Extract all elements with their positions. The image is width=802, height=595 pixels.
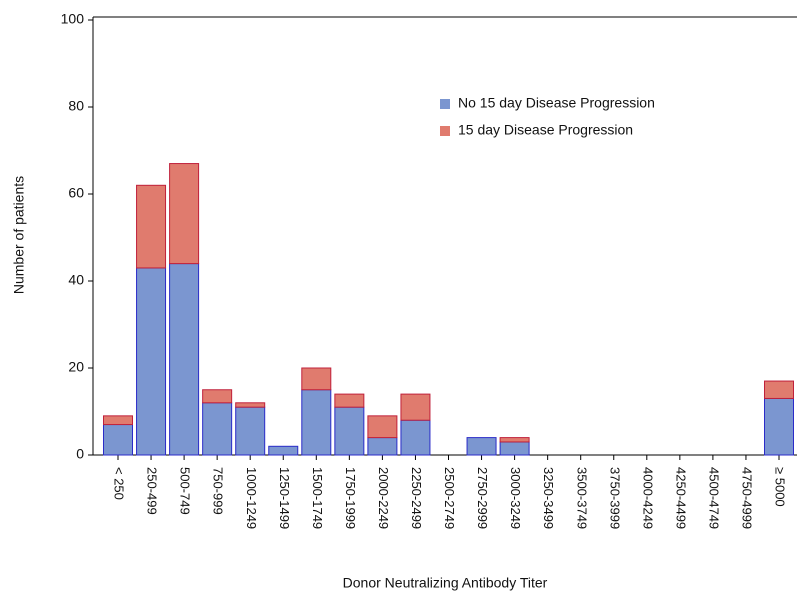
x-tick-label: 1500-1749 <box>310 467 325 529</box>
bar-segment <box>400 393 431 421</box>
bar-segment <box>202 389 233 404</box>
y-axis-title: Number of patients <box>11 176 27 294</box>
bar-segment <box>136 267 167 456</box>
x-tick-label: 750-999 <box>211 467 226 515</box>
bar-segment <box>169 163 200 265</box>
y-tick-label: 0 <box>76 446 84 462</box>
bar-segment <box>499 437 530 443</box>
bar-segment <box>202 402 233 456</box>
y-tick-label: 60 <box>68 185 84 201</box>
bar-segment <box>268 445 299 456</box>
x-tick-label: 2000-2249 <box>376 467 391 529</box>
x-tick-label: 250-499 <box>145 467 160 515</box>
bar-segment <box>136 184 167 269</box>
bar-segment <box>301 367 332 391</box>
x-tick-label: 1750-1999 <box>343 467 358 529</box>
x-tick-label: < 250 <box>112 467 127 500</box>
x-tick-label: 3500-3749 <box>574 467 589 529</box>
bar-segment <box>334 406 365 456</box>
x-tick-label: 4000-4249 <box>640 467 655 529</box>
x-tick-label: 4500-4749 <box>706 467 721 529</box>
x-tick-label: 4250-4499 <box>673 467 688 529</box>
x-tick-label: 1250-1499 <box>277 467 292 529</box>
x-tick-label: 3000-3249 <box>508 467 523 529</box>
y-tick-label: 100 <box>61 11 85 27</box>
x-tick-label: 1000-1249 <box>244 467 259 529</box>
y-tick-label: 40 <box>68 272 84 288</box>
x-tick-label: 4750-4999 <box>740 467 755 529</box>
bar-segment <box>103 424 133 456</box>
bar-segment <box>367 415 398 439</box>
x-tick-label: 2250-2499 <box>409 467 424 529</box>
bar-segment <box>400 419 431 456</box>
legend-swatch <box>440 126 450 136</box>
legend-label: 15 day Disease Progression <box>458 122 633 138</box>
legend-label: No 15 day Disease Progression <box>458 95 655 111</box>
bar-segment <box>764 397 794 456</box>
bar-segment <box>301 389 332 456</box>
x-tick-label: 500-749 <box>178 467 193 515</box>
legend-swatch <box>440 99 450 109</box>
x-tick-label: 2500-2749 <box>442 467 457 529</box>
bar-segment <box>235 406 266 456</box>
bar-segment <box>334 393 365 408</box>
bar-segment <box>103 415 133 426</box>
y-tick-label: 80 <box>68 98 84 114</box>
bar-segment <box>235 402 266 408</box>
bar-segment <box>764 380 794 399</box>
y-tick-label: 20 <box>68 359 84 375</box>
x-tick-label: 3250-3499 <box>541 467 556 529</box>
bar-segment <box>169 263 200 456</box>
x-tick-label: ≥ 5000 <box>773 467 788 507</box>
x-axis-title: Donor Neutralizing Antibody Titer <box>343 575 548 591</box>
x-tick-label: 2750-2999 <box>475 467 490 529</box>
bar-segment <box>367 437 398 456</box>
bar-segment <box>499 441 530 456</box>
bar-segment <box>466 437 497 456</box>
x-tick-label: 3750-3999 <box>607 467 622 529</box>
